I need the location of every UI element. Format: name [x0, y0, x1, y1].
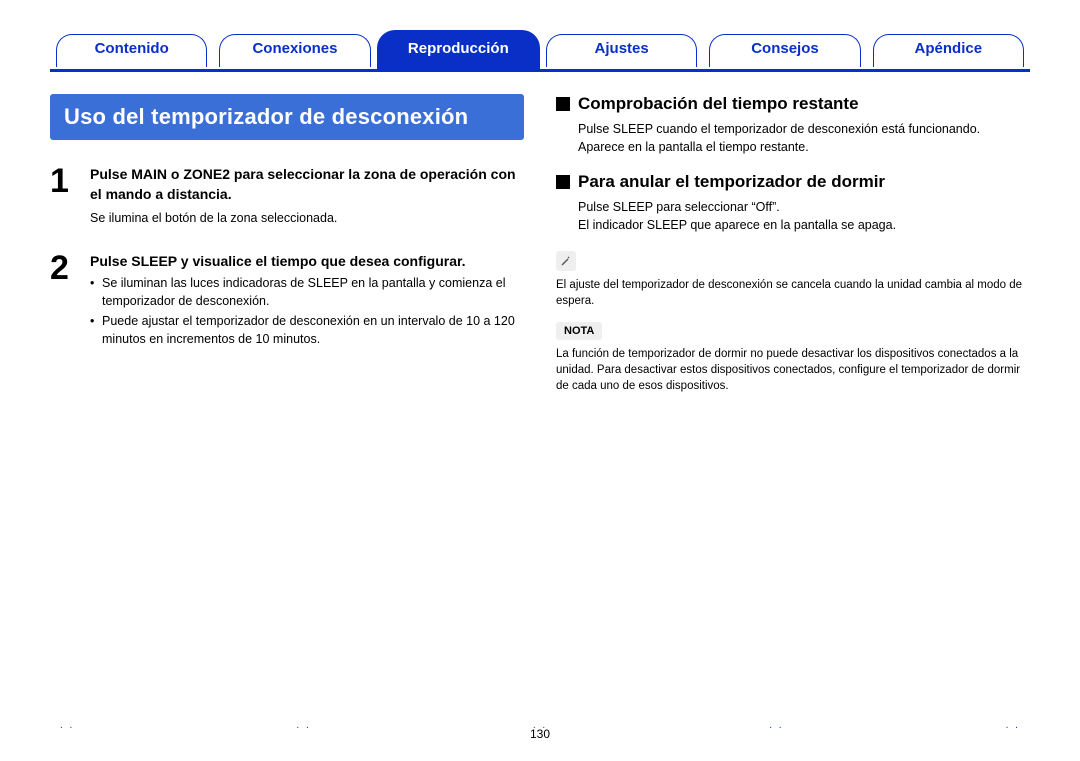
- subsection-title: Comprobación del tiempo restante: [556, 94, 1030, 114]
- tab-ajustes[interactable]: Ajustes: [540, 30, 703, 69]
- step-body: Pulse MAIN o ZONE2 para seleccionar la z…: [90, 164, 524, 233]
- pencil-note-text: El ajuste del temporizador de desconexió…: [556, 277, 1030, 309]
- square-bullet-icon: [556, 97, 570, 111]
- page-footer: 130: [0, 727, 1080, 741]
- step-1: 1 Pulse MAIN o ZONE2 para seleccionar la…: [50, 164, 524, 233]
- square-bullet-icon: [556, 175, 570, 189]
- nota-text: La función de temporizador de dormir no …: [556, 346, 1030, 394]
- left-column: Uso del temporizador de desconexión 1 Pu…: [50, 94, 524, 406]
- right-column: Comprobación del tiempo restante Pulse S…: [556, 94, 1030, 406]
- step-number: 1: [50, 164, 76, 233]
- subsection-title: Para anular el temporizador de dormir: [556, 172, 1030, 192]
- step-subtext: Se ilumina el botón de la zona seleccion…: [90, 209, 524, 227]
- subsection-title-text: Para anular el temporizador de dormir: [578, 172, 885, 192]
- subsection-1: Comprobación del tiempo restante Pulse S…: [556, 94, 1030, 156]
- tab-label: Apéndice: [915, 40, 983, 57]
- subsection-body: Pulse SLEEP cuando el temporizador de de…: [578, 120, 1030, 156]
- bullet-item: Se iluminan las luces indicadoras de SLE…: [90, 275, 524, 310]
- subsection-title-text: Comprobación del tiempo restante: [578, 94, 859, 114]
- section-heading: Uso del temporizador de desconexión: [50, 94, 524, 140]
- tab-label: Conexiones: [252, 40, 337, 57]
- tab-label: Contenido: [95, 40, 169, 57]
- tab-consejos[interactable]: Consejos: [703, 30, 866, 69]
- pencil-note-block: El ajuste del temporizador de desconexió…: [556, 251, 1030, 309]
- page-number: 130: [530, 727, 550, 741]
- step-bullets: Se iluminan las luces indicadoras de SLE…: [90, 275, 524, 348]
- step-number: 2: [50, 251, 76, 351]
- main-content: Uso del temporizador de desconexión 1 Pu…: [50, 94, 1030, 406]
- pencil-icon: [556, 251, 576, 271]
- tab-label: Ajustes: [595, 40, 649, 57]
- tab-conexiones[interactable]: Conexiones: [213, 30, 376, 69]
- subsection-2: Para anular el temporizador de dormir Pu…: [556, 172, 1030, 234]
- tab-reproduccion[interactable]: Reproducción: [377, 30, 540, 69]
- nota-block: NOTA La función de temporizador de dormi…: [556, 321, 1030, 394]
- nota-tag: NOTA: [556, 322, 602, 340]
- step-body: Pulse SLEEP y visualice el tiempo que de…: [90, 251, 524, 351]
- step-title: Pulse MAIN o ZONE2 para seleccionar la z…: [90, 164, 524, 205]
- step-2: 2 Pulse SLEEP y visualice el tiempo que …: [50, 251, 524, 351]
- tab-contenido[interactable]: Contenido: [50, 30, 213, 69]
- tab-label: Consejos: [751, 40, 819, 57]
- nav-tabs: Contenido Conexiones Reproducción Ajuste…: [50, 30, 1030, 72]
- page: Contenido Conexiones Reproducción Ajuste…: [0, 0, 1080, 406]
- subsection-body: Pulse SLEEP para seleccionar “Off”. El i…: [578, 198, 1030, 234]
- tab-apendice[interactable]: Apéndice: [867, 30, 1030, 69]
- bullet-item: Puede ajustar el temporizador de descone…: [90, 313, 524, 348]
- step-title: Pulse SLEEP y visualice el tiempo que de…: [90, 251, 524, 271]
- tab-label: Reproducción: [408, 40, 509, 57]
